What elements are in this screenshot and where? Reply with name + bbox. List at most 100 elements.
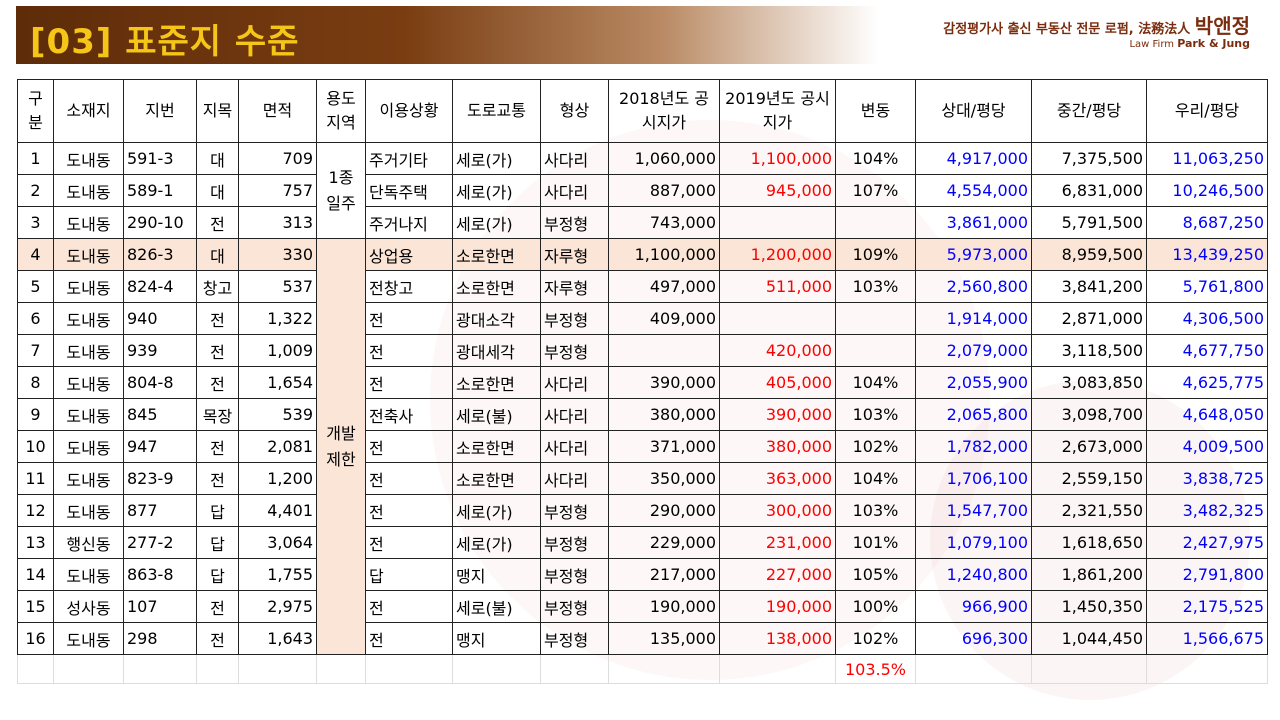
cell-middle-per-pyeong: 8,959,500 — [1031, 238, 1147, 271]
cell-road-access: 세로(가) — [452, 526, 541, 559]
cell-change: 107% — [835, 174, 916, 207]
cell-location: 도내동 — [53, 430, 124, 463]
cell-change — [835, 206, 916, 239]
cell-no: 4 — [17, 238, 54, 271]
cell-change: 102% — [835, 430, 916, 463]
header-land-category: 지목 — [196, 79, 239, 143]
cell-zoning: 개발 제한 — [316, 238, 366, 655]
summary-cell — [915, 654, 1032, 684]
cell-shape: 부정형 — [540, 206, 609, 239]
summary-cell — [1146, 654, 1268, 684]
cell-change: 100% — [835, 590, 916, 623]
cell-land-category: 전 — [196, 302, 239, 335]
cell-area: 1,654 — [238, 366, 317, 399]
cell-location: 도내동 — [53, 462, 124, 495]
header-lot-number: 지번 — [123, 79, 197, 143]
cell-use-status: 전창고 — [365, 270, 453, 303]
cell-price-2019: 380,000 — [719, 430, 836, 463]
cell-shape: 부정형 — [540, 302, 609, 335]
cell-middle-per-pyeong: 2,559,150 — [1031, 462, 1147, 495]
cell-lot-number: 947 — [123, 430, 197, 463]
header-ours-per-pyeong: 우리/평당 — [1146, 79, 1268, 143]
cell-price-2019 — [719, 206, 836, 239]
cell-location: 도내동 — [53, 366, 124, 399]
cell-location: 도내동 — [53, 622, 124, 655]
cell-location: 도내동 — [53, 302, 124, 335]
table-row: 10 도내동 947 전 2,081 전 소로한면 사다리 371,000 380,000 102%… — [17, 430, 1268, 463]
cell-area: 3,064 — [238, 526, 317, 559]
cell-zoning: 1종 일주 — [316, 142, 366, 239]
cell-use-status: 상업용 — [365, 238, 453, 271]
table-header-row: 구분 소재지 지번 지목 면적 용도지역 이용상황 도로교통 형상 2018년도… — [17, 79, 1268, 143]
cell-middle-per-pyeong: 1,618,650 — [1031, 526, 1147, 559]
cell-location: 도내동 — [53, 558, 124, 591]
cell-price-2019: 1,200,000 — [719, 238, 836, 271]
summary-cell — [53, 654, 124, 684]
cell-lot-number: 298 — [123, 622, 197, 655]
header-price-2018: 2018년도 공시지가 — [608, 79, 720, 143]
cell-opponent-per-pyeong: 696,300 — [915, 622, 1032, 655]
cell-no: 9 — [17, 398, 54, 431]
cell-price-2019: 363,000 — [719, 462, 836, 495]
cell-no: 8 — [17, 366, 54, 399]
cell-no: 15 — [17, 590, 54, 623]
cell-ours-per-pyeong: 3,482,325 — [1146, 494, 1268, 527]
cell-area: 1,009 — [238, 334, 317, 367]
cell-shape: 부정형 — [540, 558, 609, 591]
cell-lot-number: 591-3 — [123, 142, 197, 175]
cell-area: 537 — [238, 270, 317, 303]
cell-lot-number: 277-2 — [123, 526, 197, 559]
cell-use-status: 주거기타 — [365, 142, 453, 175]
cell-middle-per-pyeong: 2,673,000 — [1031, 430, 1147, 463]
cell-price-2018: 371,000 — [608, 430, 720, 463]
cell-use-status: 주거나지 — [365, 206, 453, 239]
cell-location: 도내동 — [53, 238, 124, 271]
cell-shape: 사다리 — [540, 462, 609, 495]
cell-lot-number: 940 — [123, 302, 197, 335]
header-change: 변동 — [835, 79, 916, 143]
cell-middle-per-pyeong: 3,098,700 — [1031, 398, 1147, 431]
cell-no: 14 — [17, 558, 54, 591]
table-row: 15 성사동 107 전 2,975 전 세로(불) 부정형 190,000 190,000 100… — [17, 590, 1268, 623]
cell-area: 709 — [238, 142, 317, 175]
table-row: 5 도내동 824-4 창고 537 전창고 소로한면 자루형 497,000 511,000 10… — [17, 270, 1268, 303]
table-row: 4 도내동 826-3 대 330 개발 제한 상업용 소로한면 자루형 1,100,000 1,2… — [17, 238, 1268, 655]
cell-ours-per-pyeong: 4,677,750 — [1146, 334, 1268, 367]
cell-price-2018: 409,000 — [608, 302, 720, 335]
summary-cell — [719, 654, 836, 684]
cell-location: 도내동 — [53, 174, 124, 207]
cell-road-access: 세로(가) — [452, 494, 541, 527]
summary-cell — [123, 654, 197, 684]
cell-shape: 자루형 — [540, 270, 609, 303]
cell-shape: 부정형 — [540, 334, 609, 367]
cell-no: 11 — [17, 462, 54, 495]
cell-opponent-per-pyeong: 4,917,000 — [915, 142, 1032, 175]
cell-middle-per-pyeong: 1,044,450 — [1031, 622, 1147, 655]
header-road-access: 도로교통 — [452, 79, 541, 143]
cell-middle-per-pyeong: 2,871,000 — [1031, 302, 1147, 335]
cell-opponent-per-pyeong: 1,914,000 — [915, 302, 1032, 335]
cell-location: 도내동 — [53, 270, 124, 303]
cell-price-2018 — [608, 334, 720, 367]
cell-lot-number: 863-8 — [123, 558, 197, 591]
cell-price-2019: 1,100,000 — [719, 142, 836, 175]
cell-middle-per-pyeong: 6,831,000 — [1031, 174, 1147, 207]
summary-cell — [452, 654, 541, 684]
cell-area: 313 — [238, 206, 317, 239]
cell-opponent-per-pyeong: 966,900 — [915, 590, 1032, 623]
summary-cell — [540, 654, 609, 684]
cell-no: 1 — [17, 142, 54, 175]
cell-change: 103% — [835, 494, 916, 527]
cell-area: 330 — [238, 238, 317, 271]
cell-shape: 사다리 — [540, 142, 609, 175]
cell-price-2019: 390,000 — [719, 398, 836, 431]
cell-shape: 사다리 — [540, 430, 609, 463]
cell-ours-per-pyeong: 4,009,500 — [1146, 430, 1268, 463]
summary-cell — [17, 654, 54, 684]
firm-english-name: Law Firm Park & Jung — [943, 37, 1250, 50]
cell-change: 104% — [835, 462, 916, 495]
cell-ours-per-pyeong: 1,566,675 — [1146, 622, 1268, 655]
cell-lot-number: 589-1 — [123, 174, 197, 207]
summary-cell — [1031, 654, 1147, 684]
cell-use-status: 답 — [365, 558, 453, 591]
